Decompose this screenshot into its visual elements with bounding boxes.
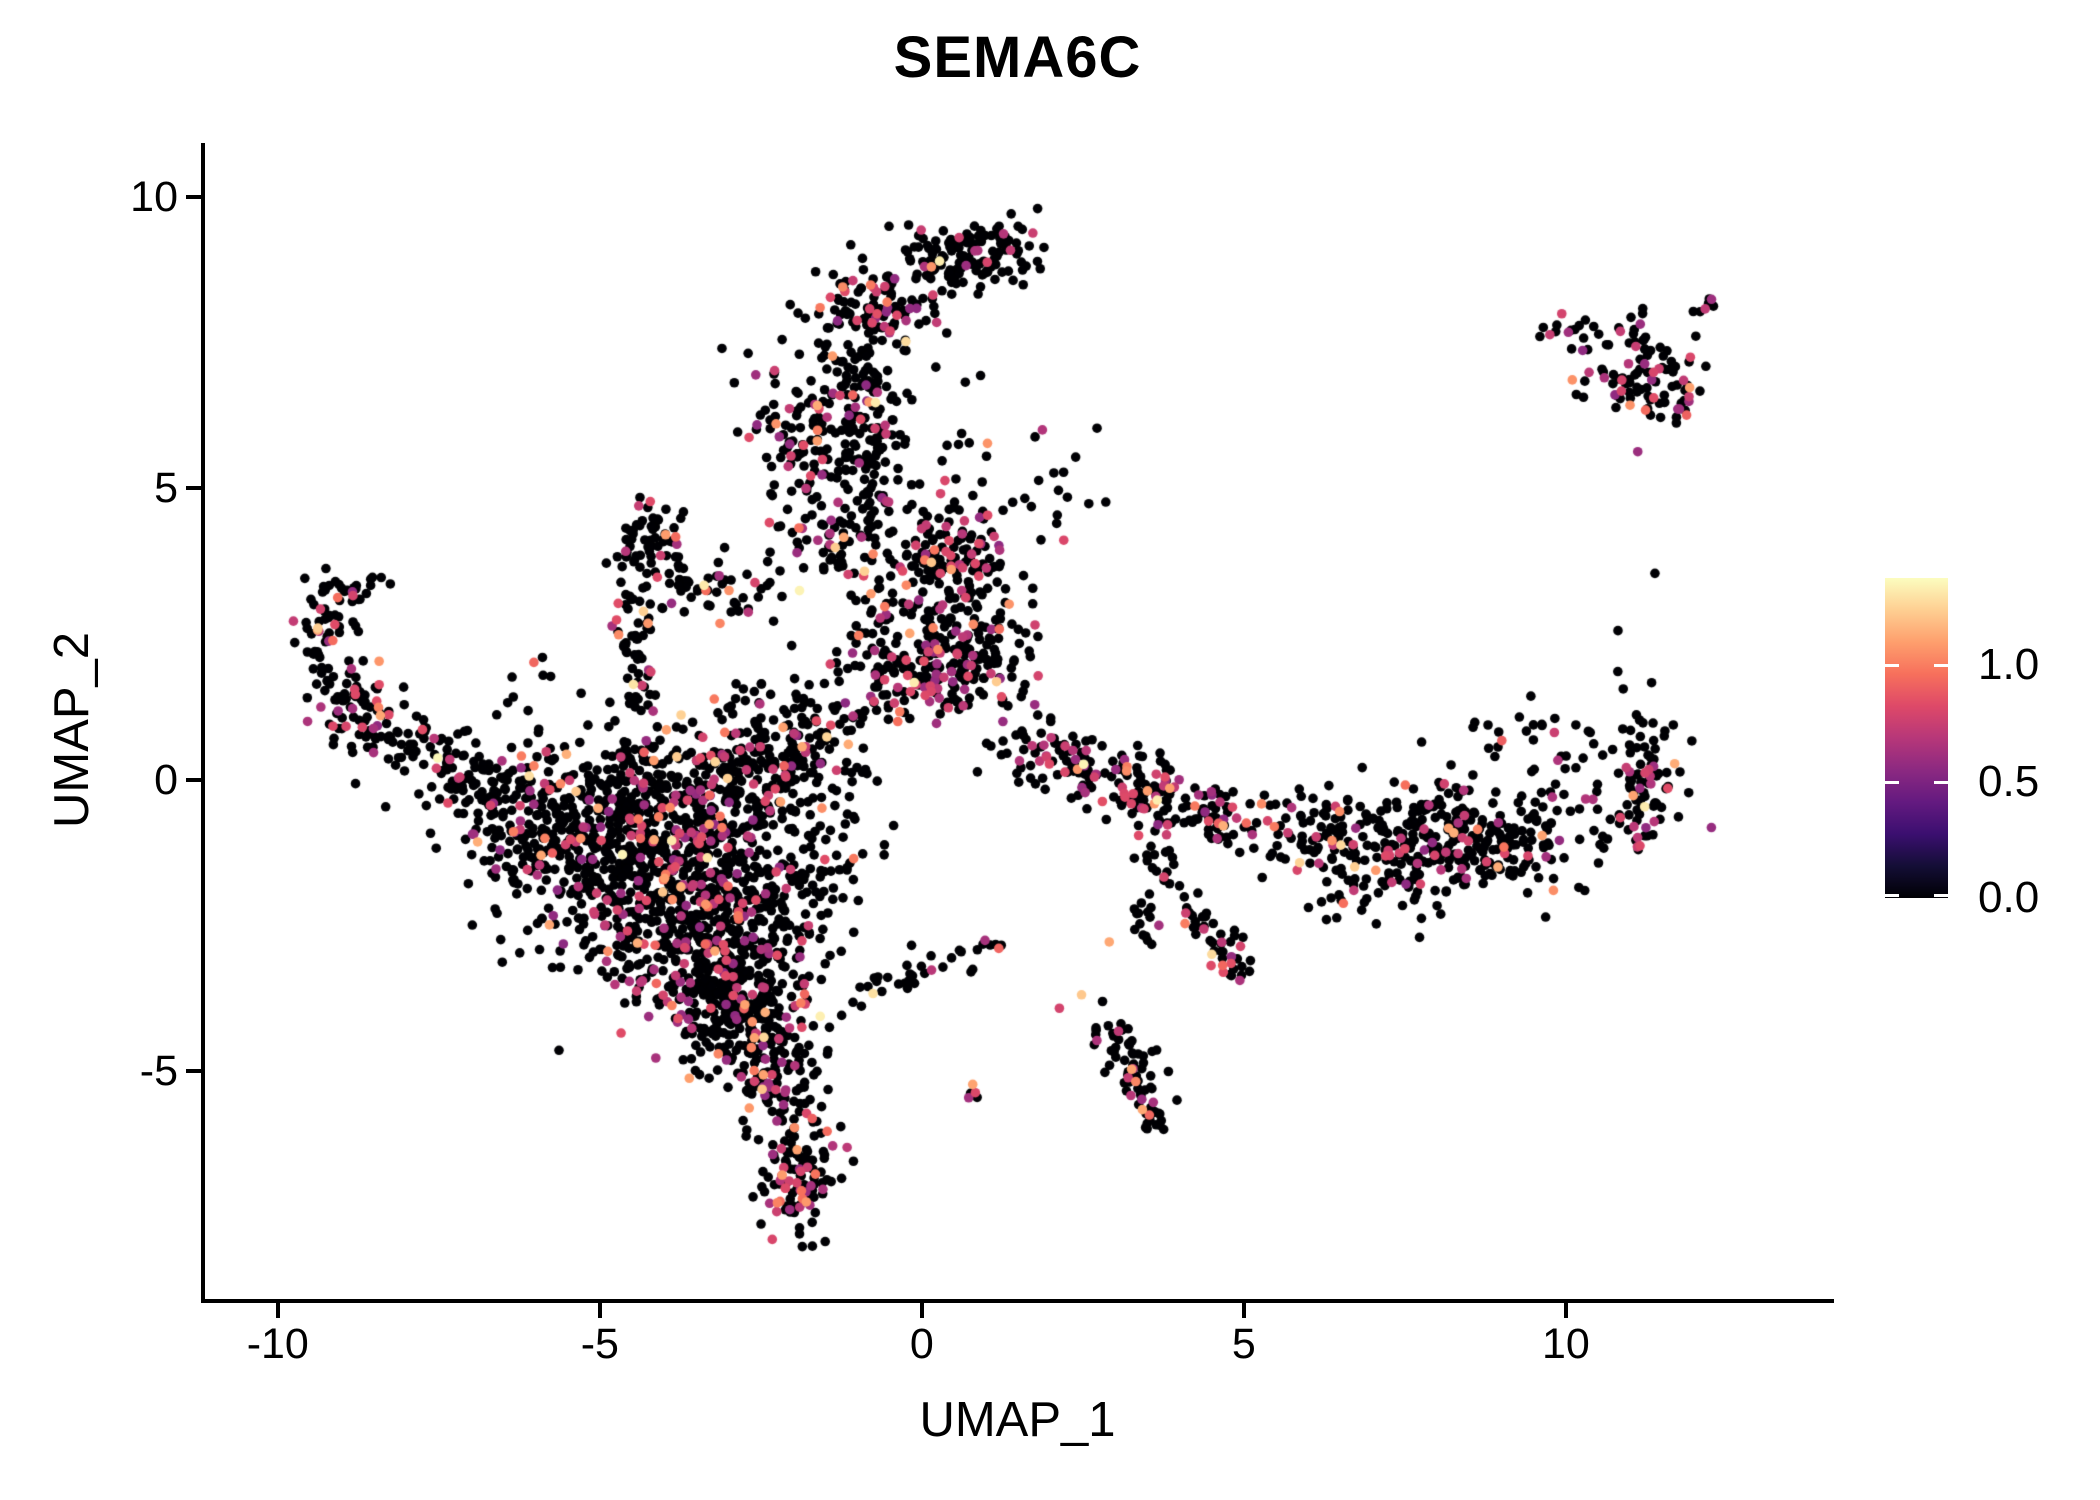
- x-axis-line: [201, 1299, 1834, 1303]
- colorbar-tick-mark: [1885, 664, 1899, 668]
- x-tick-mark: [1563, 1303, 1568, 1318]
- y-tick-label: -5: [139, 1046, 178, 1095]
- y-axis-line: [201, 143, 205, 1303]
- x-axis-title: UMAP_1: [919, 1393, 1116, 1447]
- y-tick-mark: [186, 777, 201, 782]
- umap-scatter-canvas: [205, 143, 1830, 1301]
- x-tick-label: -10: [246, 1320, 309, 1368]
- x-tick-mark: [275, 1303, 280, 1318]
- colorbar-tick-mark: [1885, 894, 1899, 897]
- x-tick-mark: [597, 1303, 602, 1318]
- y-tick-mark: [186, 1068, 201, 1073]
- y-axis-title: UMAP_2: [45, 631, 99, 829]
- x-tick-mark: [919, 1303, 924, 1318]
- x-tick-label: -5: [580, 1320, 619, 1368]
- x-tick-label: 10: [1542, 1320, 1590, 1368]
- colorbar-tick-mark: [1934, 894, 1948, 897]
- y-tick-label: 10: [130, 173, 178, 222]
- y-tick-label: 0: [154, 755, 178, 804]
- colorbar-tick-label: 1.0: [1978, 640, 2040, 690]
- colorbar-gradient: [1885, 578, 1948, 898]
- y-tick-mark: [186, 486, 201, 491]
- x-tick-mark: [1241, 1303, 1246, 1318]
- colorbar-tick-mark: [1885, 780, 1899, 784]
- plot-title: SEMA6C: [893, 25, 1142, 90]
- x-tick-label: 5: [1231, 1320, 1256, 1368]
- colorbar-tick-label: 0.0: [1978, 873, 2040, 922]
- y-tick-label: 5: [154, 464, 178, 513]
- y-tick-mark: [186, 195, 201, 200]
- colorbar-tick-mark: [1934, 780, 1948, 784]
- colorbar-tick-mark: [1934, 664, 1948, 668]
- colorbar-tick-label: 0.5: [1978, 756, 2040, 806]
- x-tick-label: 0: [909, 1320, 934, 1368]
